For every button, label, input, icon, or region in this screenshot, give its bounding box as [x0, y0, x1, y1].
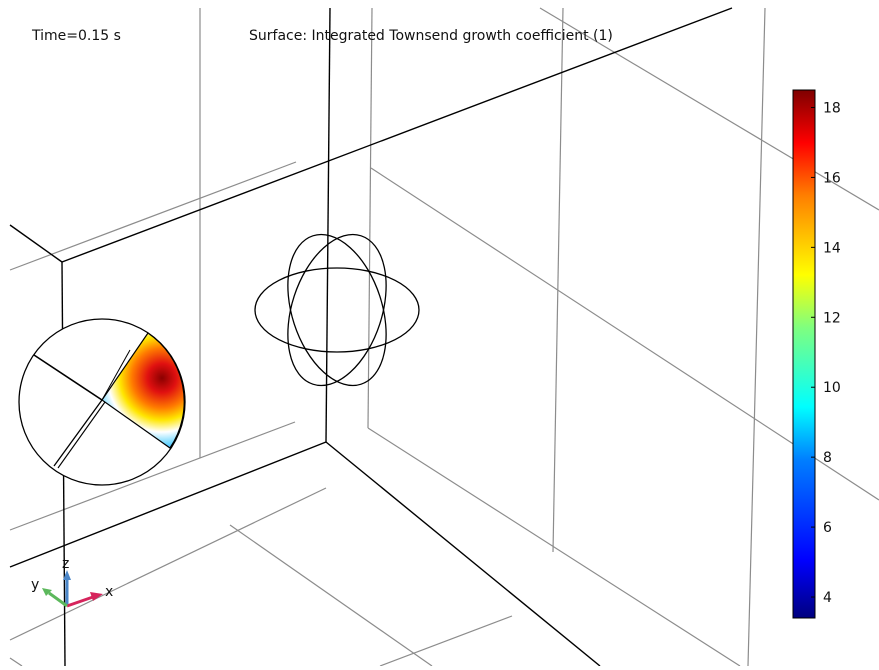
- colorbar-tick-label: 16: [823, 170, 841, 186]
- background-edges: [9, 7, 879, 667]
- colorbar: 4 6 8 10 12 14 16 18: [792, 89, 841, 619]
- wireframe-sphere: [254, 233, 420, 387]
- colorbar-tick-label: 4: [823, 590, 832, 606]
- axis-triad: z x y: [31, 556, 113, 608]
- colored-cut-sphere: [18, 318, 186, 486]
- x-axis-label: x: [105, 584, 113, 600]
- x-axis-arrow: [66, 595, 94, 608]
- z-axis-label: z: [62, 556, 69, 572]
- y-axis-label: y: [31, 577, 39, 593]
- colorbar-tick-label: 10: [823, 380, 841, 396]
- colorbar-tick-label: 8: [823, 450, 832, 466]
- colorbar-tick-label: 14: [823, 240, 841, 256]
- z-axis-arrowhead: [63, 570, 71, 580]
- y-axis-arrowhead: [42, 588, 52, 596]
- y-axis-arrow: [48, 591, 68, 608]
- colorbar-tick-label: 18: [823, 100, 841, 116]
- x-axis-arrowhead: [90, 592, 103, 601]
- plot-title: Surface: Integrated Townsend growth coef…: [249, 28, 613, 44]
- colorbar-tick-label: 6: [823, 520, 832, 536]
- colorbar-tick-label: 12: [823, 310, 841, 326]
- time-label: Time=0.15 s: [32, 28, 121, 44]
